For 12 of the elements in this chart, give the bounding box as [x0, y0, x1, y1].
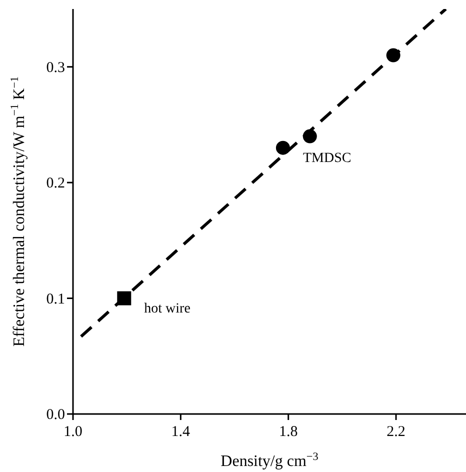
- y-tick-label: 0.0: [46, 407, 65, 423]
- annotation: hot wire: [144, 301, 190, 316]
- x-tick-label: 1.0: [64, 424, 82, 440]
- point: [276, 140, 290, 155]
- x-tick-label: 1.8: [278, 424, 298, 440]
- x-tick-label: 1.4: [171, 424, 191, 440]
- x-tick-label: 2.2: [386, 424, 406, 440]
- y-tick-label: 0.2: [46, 176, 65, 192]
- x-axis-title: Density/g cm$^{−3}$: [220, 451, 319, 470]
- y-tick-label: 0.1: [46, 291, 65, 308]
- annotation: TMDSC: [302, 150, 352, 166]
- y-tick-label: 0.3: [46, 60, 65, 76]
